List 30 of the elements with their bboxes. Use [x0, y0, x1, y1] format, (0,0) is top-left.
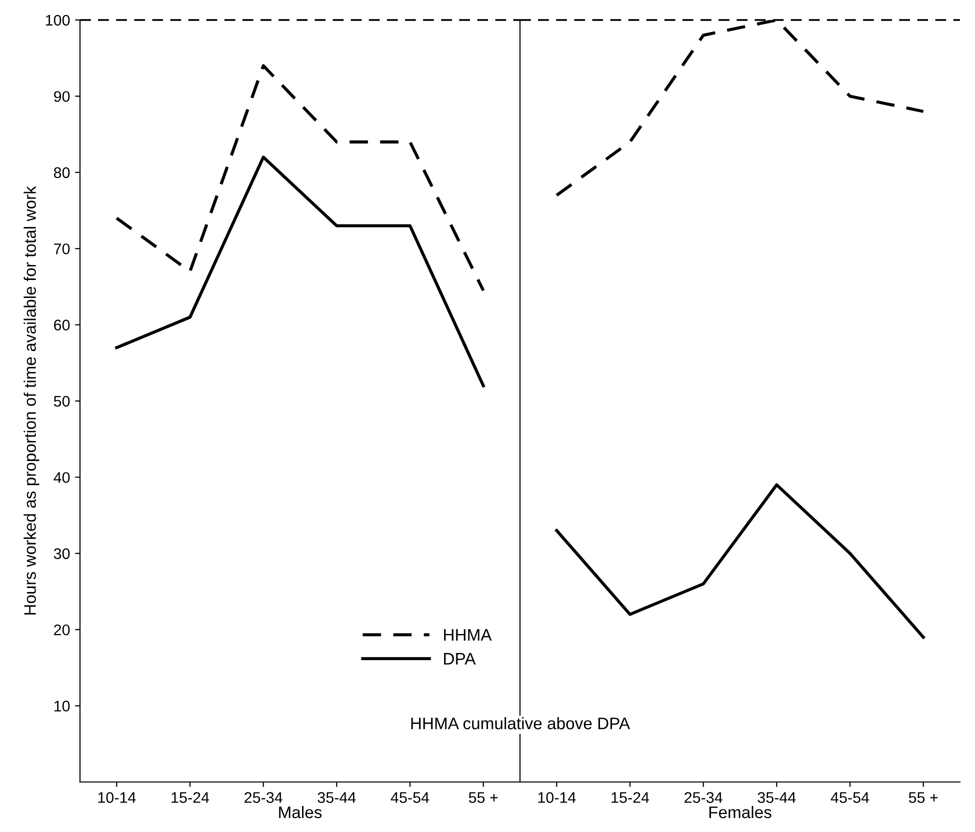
x-tick-label: 15-24: [612, 792, 650, 803]
y-tick-label: 90: [54, 91, 70, 102]
x-tick-label: 55 +: [908, 792, 938, 803]
x-axis-title: Males: [279, 806, 322, 818]
legend-label: HHMA: [444, 629, 492, 641]
y-tick-label: 80: [54, 167, 70, 178]
line-series: [115, 64, 485, 292]
y-axis-title: Hours worked as proportion of time available for total work: [24, 186, 40, 615]
x-tick-label: 55 +: [468, 792, 498, 803]
line-series: [115, 156, 485, 388]
annotation: HHMA cumulative above DPA: [411, 717, 630, 730]
y-tick-label: 70: [54, 243, 70, 254]
legend-label: DPA: [444, 653, 476, 664]
x-tick-label: 35-44: [758, 792, 796, 803]
y-tick-label: 40: [54, 472, 70, 483]
x-tick-label: 25-34: [684, 792, 722, 803]
x-tick-label: 10-14: [538, 792, 576, 803]
y-tick-label: 30: [54, 548, 70, 560]
y-tick-label: 100: [46, 14, 70, 26]
y-tick-label: 20: [54, 624, 70, 636]
x-tick-label: 25-34: [244, 792, 282, 803]
x-tick-label: 10-14: [98, 792, 136, 803]
x-tick-label: 45-54: [830, 792, 870, 803]
x-tick-label: 45-54: [390, 792, 430, 803]
y-tick-label: 50: [54, 396, 70, 407]
x-tick-label: 15-24: [172, 792, 210, 803]
x-tick-label: 35-44: [318, 792, 356, 803]
y-tick-label: 10: [54, 700, 70, 712]
x-axis-title: Females: [709, 806, 772, 818]
y-tick-label: 60: [54, 320, 70, 330]
